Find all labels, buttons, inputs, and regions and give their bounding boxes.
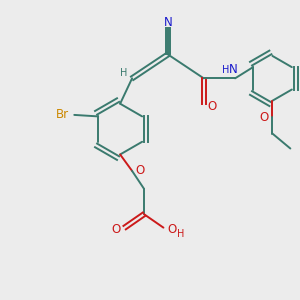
- Text: O: O: [260, 111, 269, 124]
- Text: Br: Br: [56, 108, 70, 122]
- Text: O: O: [208, 100, 217, 113]
- Text: O: O: [167, 223, 176, 236]
- Text: H: H: [120, 68, 127, 78]
- Text: O: O: [136, 164, 145, 177]
- Text: N: N: [164, 16, 172, 29]
- Text: O: O: [112, 223, 121, 236]
- Text: H: H: [177, 229, 184, 239]
- Text: N: N: [229, 64, 238, 76]
- Text: H: H: [222, 65, 229, 75]
